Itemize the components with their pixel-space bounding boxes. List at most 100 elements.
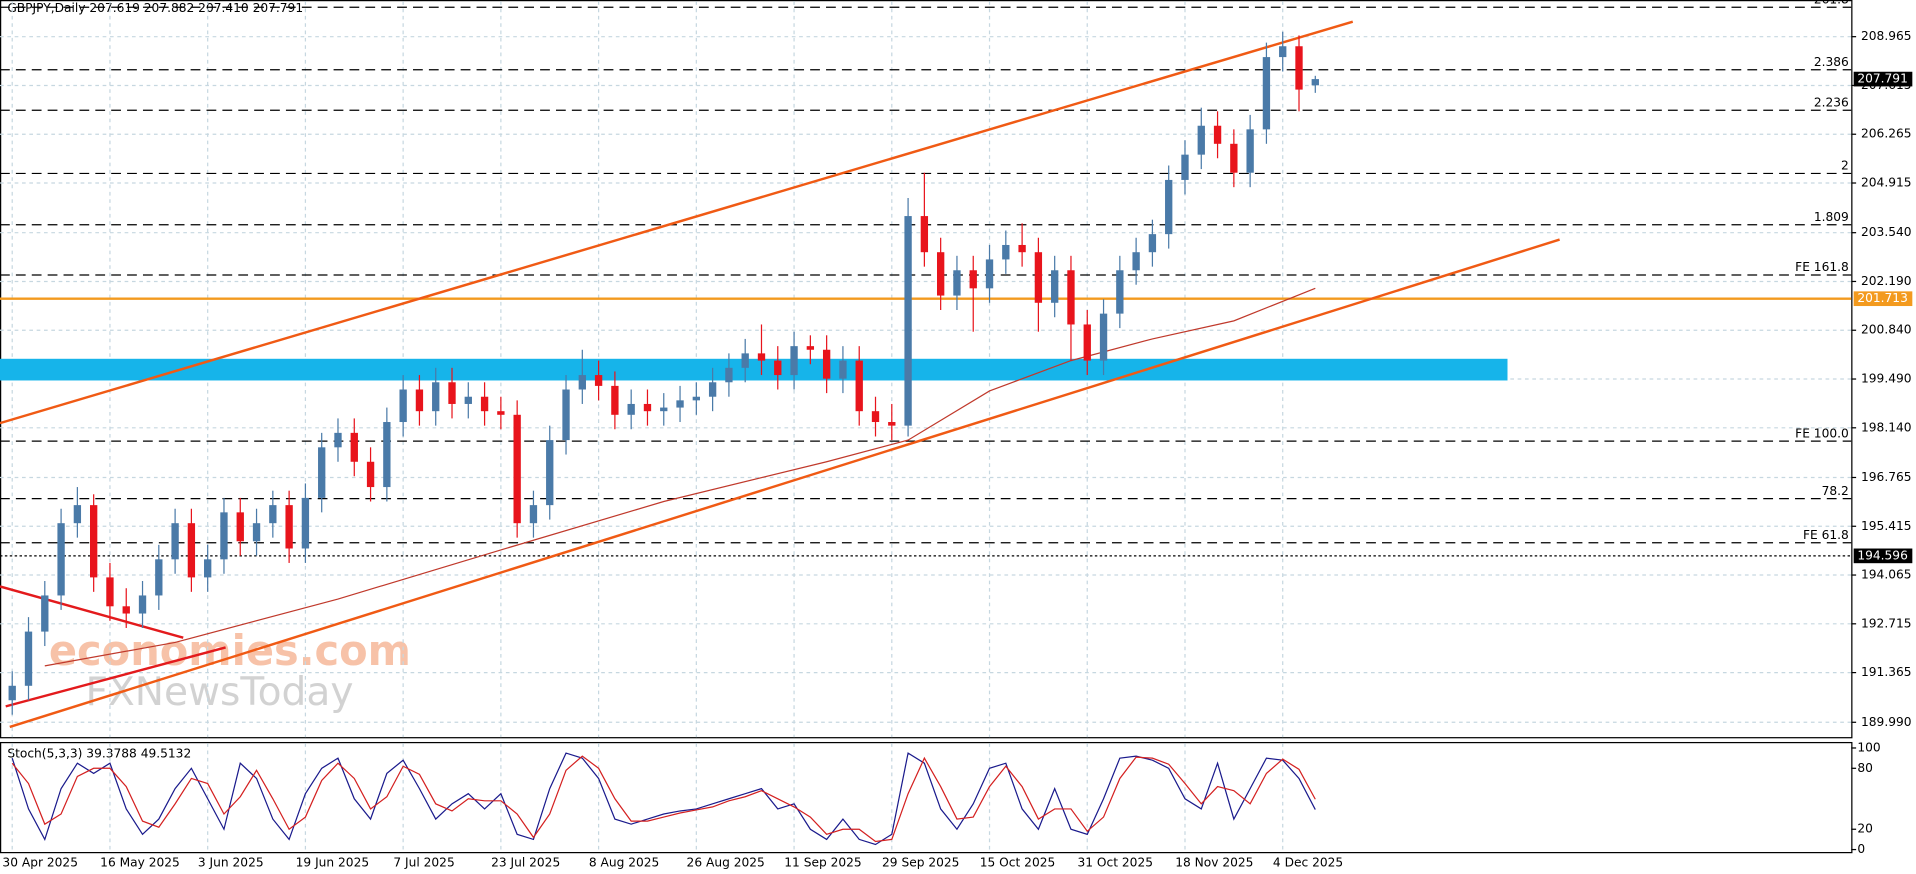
- candle-body: [1099, 313, 1108, 361]
- candle-body: [1197, 125, 1205, 155]
- x-tick-label: 31 Oct 2025: [1077, 855, 1153, 869]
- candle-body: [480, 396, 489, 412]
- y-tick-label: 200.840: [1861, 323, 1912, 337]
- x-tick-label: 18 Nov 2025: [1175, 855, 1253, 869]
- x-tick-label: 7 Jul 2025: [393, 855, 454, 869]
- candle-body: [1083, 324, 1091, 361]
- candle-body: [285, 505, 293, 549]
- fib-label: 2.236: [1814, 95, 1849, 109]
- x-tick-label: 3 Jun 2025: [198, 855, 264, 869]
- candle-body: [1246, 129, 1254, 173]
- x-tick-label: 16 May 2025: [100, 855, 180, 869]
- price-tag: [1853, 71, 1913, 87]
- candle-body: [1116, 270, 1124, 314]
- candle-body: [627, 403, 635, 415]
- x-tick-label: 30 Apr 2025: [2, 855, 78, 869]
- watermark: FXNewsToday: [86, 670, 354, 715]
- x-tick-label: 29 Sep 2025: [882, 855, 959, 869]
- x-tick-label: 23 Jul 2025: [491, 855, 560, 869]
- candle-body: [513, 414, 521, 524]
- candle-body: [155, 559, 163, 596]
- candle-body: [611, 385, 619, 415]
- trendline: [9, 238, 1560, 729]
- y-tick-label: 202.190: [1861, 274, 1912, 288]
- stoch-line: [11, 755, 1316, 843]
- candle-body: [1034, 252, 1043, 303]
- fib-label: FE 161.8: [1795, 260, 1849, 274]
- trendline: [5, 646, 226, 708]
- y-tick-label: 204.915: [1861, 176, 1912, 190]
- candle-body: [89, 505, 98, 578]
- candle-body: [904, 216, 912, 426]
- price-tag-label: 201.713: [1857, 291, 1908, 305]
- y-tick-label: 194.065: [1861, 568, 1912, 582]
- candle-body: [546, 440, 554, 506]
- fib-label: 261.8: [1814, 0, 1849, 6]
- candle-body: [985, 259, 994, 289]
- candle-body: [953, 270, 961, 296]
- candle-body: [57, 523, 65, 596]
- candle-body: [936, 252, 945, 296]
- x-tick-label: 4 Dec 2025: [1273, 855, 1343, 869]
- candle-body: [594, 375, 603, 386]
- candle-body: [138, 595, 147, 614]
- stoch-tick-label: 0: [1857, 842, 1865, 856]
- candle-body: [920, 216, 929, 253]
- candle-body: [334, 432, 342, 448]
- y-tick-label: 195.415: [1861, 519, 1912, 533]
- price-tag-label: 207.791: [1857, 72, 1908, 86]
- candle-body: [562, 389, 570, 441]
- candle-body: [1002, 244, 1010, 260]
- candle-body: [1181, 154, 1189, 180]
- candle-body: [660, 407, 668, 412]
- price-tag-label: 194.596: [1857, 548, 1908, 562]
- candle-body: [1165, 179, 1173, 235]
- candle-body: [790, 346, 798, 376]
- candle-body: [725, 367, 733, 383]
- stoch-tick-label: 100: [1857, 740, 1880, 754]
- y-tick-label: 208.965: [1861, 29, 1912, 43]
- candle-body: [578, 375, 586, 390]
- y-tick-label: 206.265: [1861, 127, 1912, 141]
- candle-body: [399, 389, 407, 423]
- candle-body: [1051, 270, 1059, 303]
- candle-body: [448, 382, 456, 404]
- candle-body: [1067, 270, 1075, 325]
- stoch-frame: [0, 741, 1853, 854]
- stoch-tick-label: 20: [1857, 822, 1873, 836]
- x-tick-label: 11 Sep 2025: [784, 855, 861, 869]
- y-tick-label: 192.715: [1861, 616, 1912, 630]
- fib-label: 78.2: [1822, 484, 1849, 498]
- candle-body: [839, 360, 847, 379]
- y-tick-label: 196.765: [1861, 470, 1912, 484]
- candle-body: [1230, 143, 1238, 173]
- price-tag: [1853, 548, 1913, 564]
- stoch-line: [11, 752, 1316, 846]
- candle-body: [1132, 252, 1140, 271]
- candle-body: [774, 360, 782, 376]
- candle-body: [8, 685, 16, 701]
- y-tick-label: 191.365: [1861, 665, 1912, 679]
- candle-body: [1279, 46, 1287, 58]
- candle-body: [122, 606, 130, 614]
- x-tick-label: 26 Aug 2025: [687, 855, 765, 869]
- candle-body: [757, 353, 766, 361]
- watermark: economies.com: [49, 626, 411, 675]
- fib-label: 1.809: [1814, 210, 1849, 224]
- candle-body: [741, 353, 749, 368]
- candle-body: [888, 422, 896, 426]
- candle-body: [1311, 79, 1319, 86]
- candle-body: [383, 422, 391, 488]
- candle-body: [301, 497, 310, 549]
- candle-body: [464, 396, 472, 404]
- y-tick-label: 198.140: [1861, 420, 1912, 434]
- candle-body: [106, 577, 114, 607]
- fib-label: 2: [1841, 159, 1849, 173]
- candle-body: [432, 382, 440, 412]
- candle-body: [1262, 57, 1271, 130]
- y-tick-label: 189.990: [1861, 715, 1912, 729]
- stoch-tick-label: 80: [1857, 761, 1873, 775]
- candle-body: [171, 523, 179, 560]
